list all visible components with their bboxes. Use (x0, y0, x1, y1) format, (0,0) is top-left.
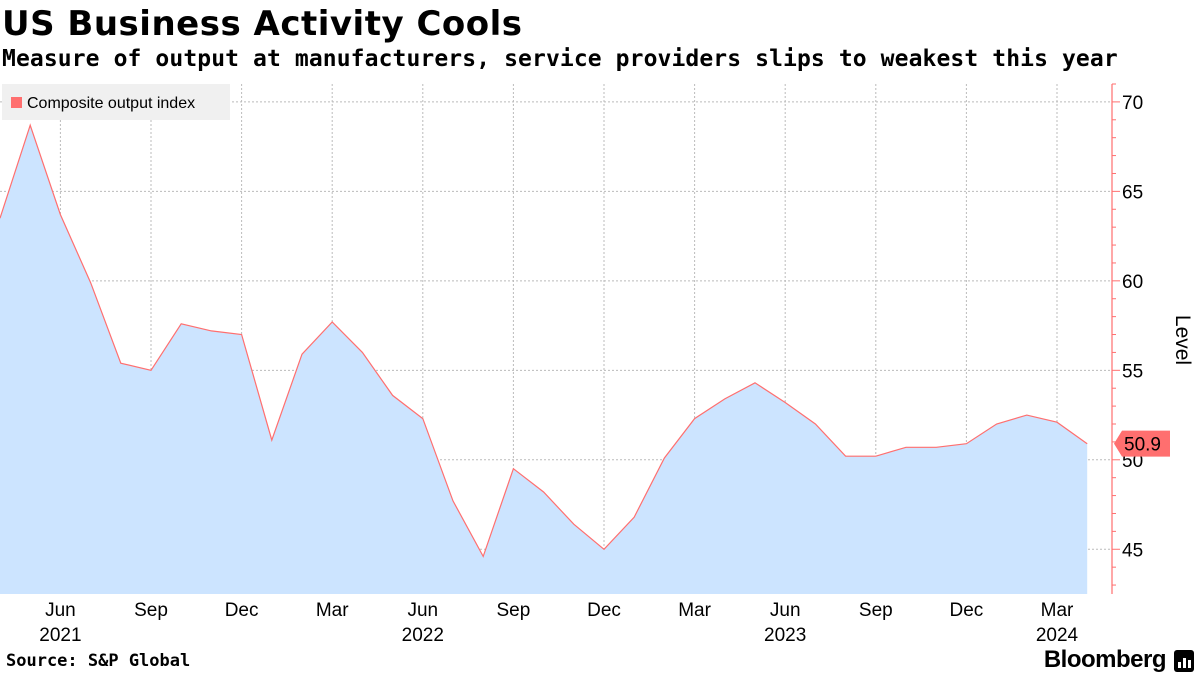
x-tick-label: Mar (678, 600, 711, 621)
x-axis: Jun Sep Dec Mar Jun Sep Dec Mar Jun Sep Dec Mar 2021… (39, 600, 1078, 646)
x-tick-label: Mar (1041, 600, 1074, 621)
last-value-marker: 50.9 (1114, 430, 1170, 457)
x-year-label: 2022 (402, 625, 444, 646)
x-tick-label: Sep (134, 600, 168, 621)
y-tick-label: 60 (1122, 272, 1143, 293)
y-tick-label: 70 (1122, 93, 1143, 114)
x-tick-label: Mar (316, 600, 349, 621)
last-value-label: 50.9 (1124, 435, 1161, 456)
y-tick-label: 55 (1122, 361, 1143, 382)
chart-title: US Business Activity Cools (2, 4, 523, 44)
bloomberg-logo: Bloomberg (1043, 646, 1167, 673)
x-tick-label: Jun (45, 600, 76, 621)
y-tick-label: 65 (1122, 182, 1143, 203)
x-tick-label: Sep (496, 600, 530, 621)
legend-box (2, 84, 230, 120)
x-year-label: 2024 (1036, 625, 1079, 646)
y-axis-title: Level (1171, 315, 1194, 365)
y-tick-label: 45 (1122, 540, 1143, 561)
chart-subtitle: Measure of output at manufacturers, serv… (2, 46, 1118, 72)
x-year-label: 2021 (39, 625, 81, 646)
x-tick-label: Jun (770, 600, 801, 621)
series-area-composite-output (0, 125, 1088, 594)
x-tick-label: Dec (950, 600, 984, 621)
last-value-badge (1114, 430, 1170, 457)
bloomberg-terminal-icon (1174, 650, 1194, 672)
legend-swatch (11, 97, 22, 108)
x-tick-label: Sep (859, 600, 893, 621)
x-tick-label: Dec (587, 600, 621, 621)
x-tick-label: Jun (407, 600, 438, 621)
x-year-label: 2023 (764, 625, 806, 646)
source-note: Source: S&P Global (6, 651, 191, 671)
series-line-composite-output (0, 123, 1088, 558)
legend-label: Composite output index (27, 95, 195, 112)
x-tick-label: Dec (225, 600, 259, 621)
legend: Composite output index (2, 84, 230, 120)
